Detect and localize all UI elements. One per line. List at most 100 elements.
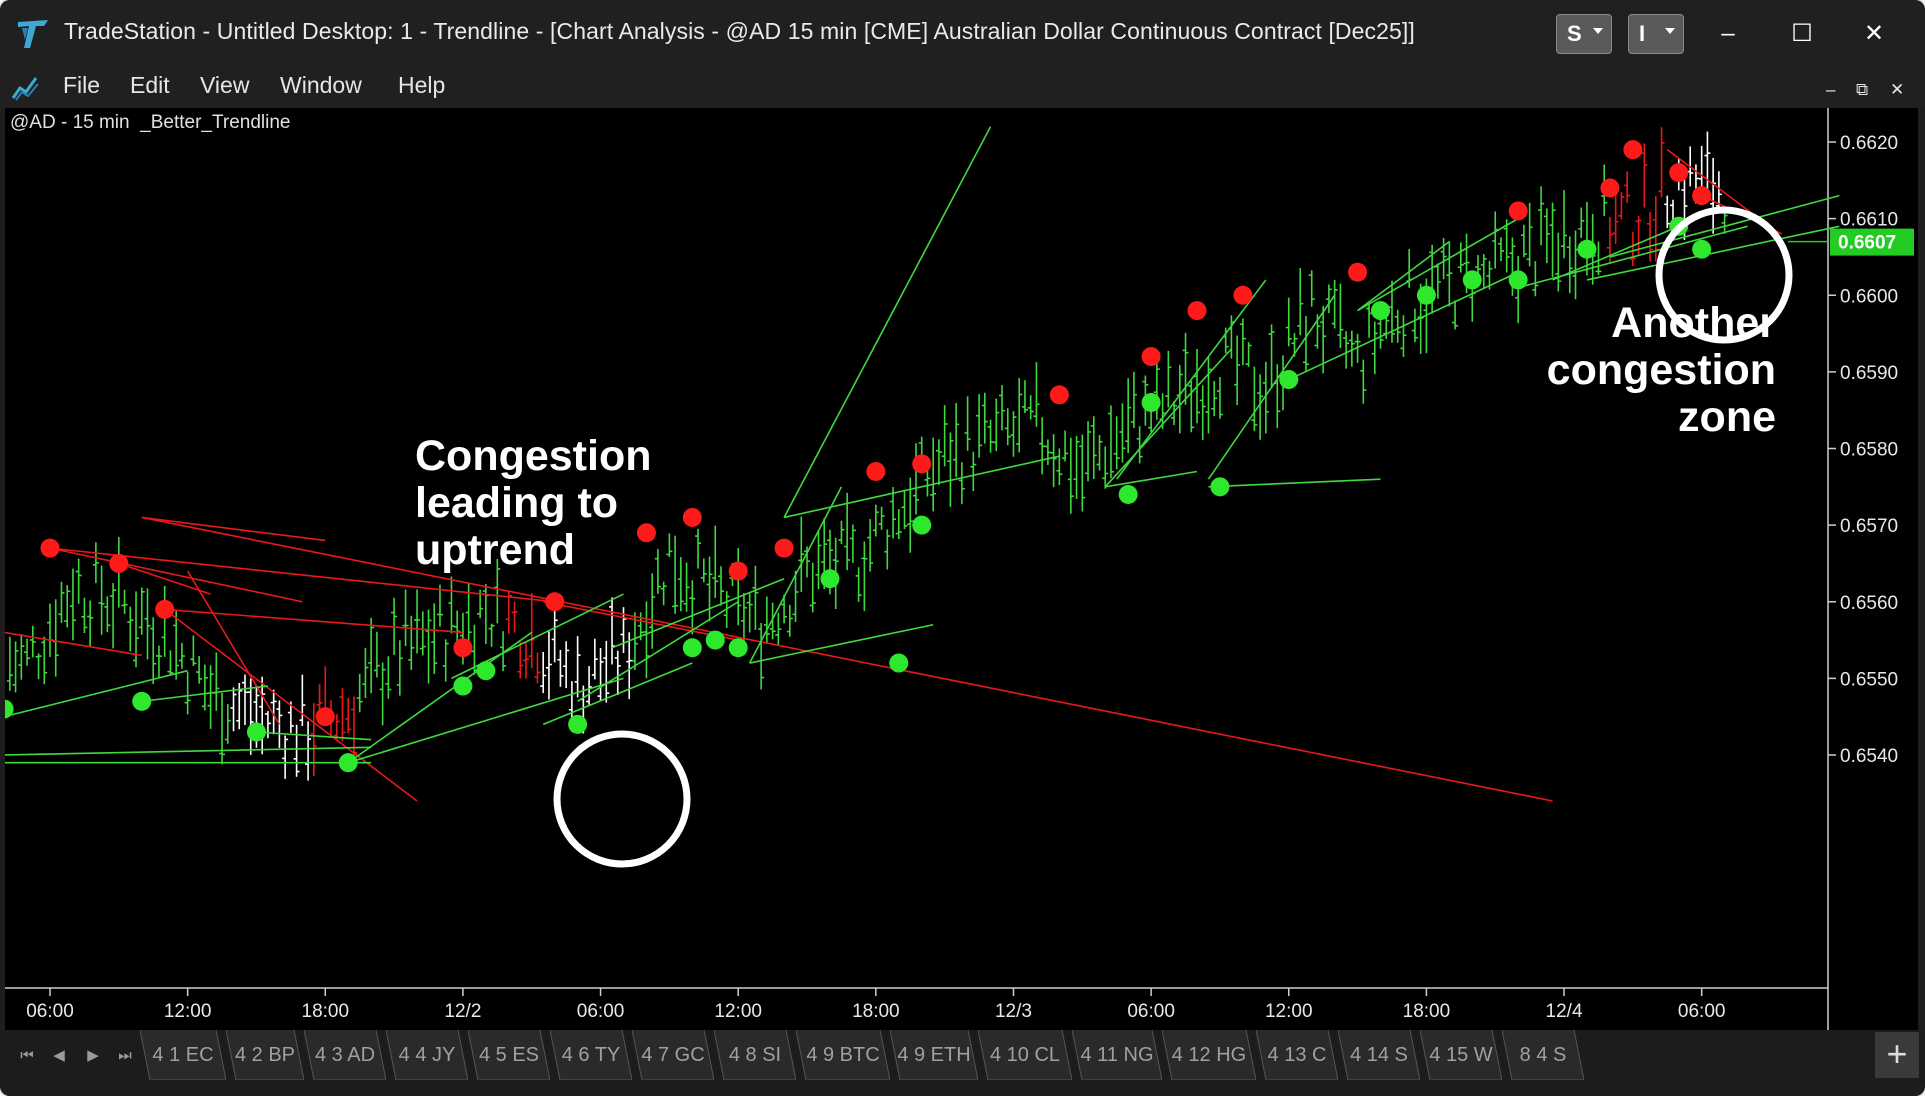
price-bar (890, 487, 897, 539)
workspace-s-button[interactable]: S (1556, 14, 1612, 54)
price-bar (1199, 385, 1206, 441)
symbol-tab[interactable]: 4 2 BP (226, 1030, 304, 1080)
symbol-tab[interactable]: 4 6 TY (550, 1030, 632, 1080)
symbol-tab[interactable]: 4 9 ETH (890, 1030, 978, 1080)
chart-analysis-icon (11, 77, 39, 101)
add-tab-button[interactable]: + (1875, 1032, 1919, 1078)
price-bar (47, 603, 53, 657)
price-bar (1308, 270, 1315, 307)
menu-edit[interactable]: Edit (130, 72, 170, 98)
menu-help[interactable]: Help (398, 72, 446, 98)
price-bar (1245, 342, 1252, 367)
price-chart[interactable]: 0.6620 0.6610 0.6600 0.6590 0.6580 0.6570 0.65… (0, 108, 1918, 1030)
annotation-left: leading to (415, 479, 618, 527)
prev-tab-icon[interactable]: ◀ (53, 1047, 65, 1064)
support-trendline (748, 486, 843, 664)
symbol-tab[interactable]: 4 12 HG (1162, 1030, 1256, 1080)
symbol-tab[interactable]: 4 10 CL (978, 1030, 1072, 1080)
symbol-tab[interactable]: 4 1 EC (140, 1030, 226, 1080)
support-trendline (1609, 194, 1840, 258)
price-bar (64, 585, 71, 628)
swing-high-dot (545, 592, 565, 612)
maximize-button[interactable]: ☐ (1791, 20, 1813, 47)
price-bar (878, 506, 885, 530)
price-bar (1021, 380, 1028, 414)
price-bar (861, 541, 868, 612)
symbol-tab[interactable]: 4 13 C (1256, 1030, 1338, 1080)
menu-window[interactable]: Window (280, 72, 362, 98)
price-bar (350, 696, 357, 760)
support-trendline (1552, 225, 1680, 281)
price-bar (804, 546, 811, 578)
first-tab-icon[interactable]: ⏮ (20, 1047, 34, 1064)
support-trendline (256, 731, 372, 741)
swing-high-dot (912, 454, 932, 474)
swing-low-dot (1210, 477, 1230, 497)
support-trendline (1104, 348, 1233, 488)
resistance-trendline (3, 631, 142, 657)
support-trendline (611, 578, 785, 649)
price-bar (603, 640, 610, 703)
price-bar (385, 656, 392, 699)
symbol-tab[interactable]: 4 8 SI (714, 1030, 796, 1080)
symbol-tab[interactable]: 4 4 JY (386, 1030, 468, 1080)
symbol-tab[interactable]: 4 7 GC (632, 1030, 714, 1080)
swing-low-dot (1118, 484, 1138, 504)
subwindow-close-button[interactable]: ✕ (1890, 80, 1905, 99)
support-trendline (141, 685, 269, 703)
support-trendline (1105, 470, 1198, 488)
price-bar (1710, 157, 1717, 234)
price-bar (1113, 416, 1120, 470)
symbol-tab-label: 4 2 BP (234, 1044, 296, 1066)
resistance-trendline (186, 570, 281, 725)
price-bar (230, 687, 237, 732)
price-bar (1033, 362, 1040, 427)
price-bar (1056, 448, 1063, 486)
price-bar (241, 674, 248, 726)
price-bar (1647, 212, 1654, 262)
resistance-trendline (118, 562, 211, 595)
price-bar (1297, 268, 1304, 336)
menu-file[interactable]: File (63, 72, 101, 98)
price-tick-label: 0.6610 (1840, 210, 1898, 231)
price-bar (712, 525, 719, 598)
price-bar (1044, 439, 1051, 465)
symbol-tab[interactable]: 4 5 ES (468, 1030, 550, 1080)
price-bar (597, 647, 604, 702)
price-bar (643, 601, 650, 679)
price-tick-label: 0.6570 (1840, 516, 1898, 537)
price-bar (1532, 261, 1539, 297)
price-bar (144, 588, 151, 660)
next-tab-icon[interactable]: ▶ (87, 1047, 99, 1064)
swing-high-dot (1348, 262, 1368, 282)
price-bar (660, 581, 667, 606)
tradestation-logo-icon (18, 20, 48, 48)
symbol-tab[interactable]: 4 15 W (1420, 1030, 1502, 1080)
symbol-tab[interactable]: 4 3 AD (304, 1030, 386, 1080)
title-bar: TradeStation - Untitled Desktop: 1 - Tre… (0, 0, 1925, 68)
subwindow-restore-button[interactable]: ⧉ (1856, 80, 1869, 99)
subwindow-minimize-button[interactable]: – (1826, 80, 1836, 99)
price-bar (1492, 211, 1499, 269)
symbol-tab[interactable]: 4 11 NG (1072, 1030, 1162, 1080)
swing-high-dot (155, 599, 175, 619)
symbol-tab[interactable]: 4 9 BTC (796, 1030, 890, 1080)
price-bar (924, 467, 931, 497)
menu-view[interactable]: View (200, 72, 250, 98)
minimize-button[interactable]: – (1721, 20, 1735, 47)
price-bar (431, 603, 438, 675)
support-trendline (4, 746, 372, 756)
price-bar (69, 568, 76, 641)
support-trendline (577, 601, 739, 703)
price-tick-label: 0.6550 (1840, 669, 1898, 690)
close-button[interactable]: ✕ (1863, 20, 1885, 47)
symbol-tab[interactable]: 4 14 S (1338, 1030, 1420, 1080)
chart-area[interactable]: 0.6620 0.6610 0.6600 0.6590 0.6580 0.6570 0.65… (0, 108, 1918, 1030)
symbol-tab[interactable]: 8 4 S (1502, 1030, 1584, 1080)
price-bar (683, 562, 690, 612)
price-bar (293, 724, 300, 777)
workspace-i-button[interactable]: I (1628, 14, 1684, 54)
swing-high-dot (1187, 301, 1207, 321)
price-bar (396, 640, 403, 696)
last-tab-icon[interactable]: ⏭ (118, 1047, 132, 1064)
